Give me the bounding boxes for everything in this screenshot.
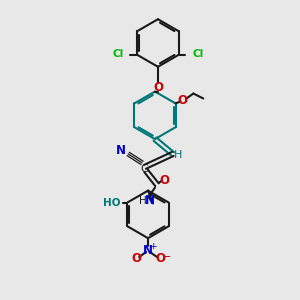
Text: HO: HO: [103, 197, 120, 208]
Text: H: H: [139, 196, 147, 206]
Text: Cl: Cl: [112, 49, 124, 59]
Text: N: N: [143, 244, 153, 256]
Text: +: +: [149, 242, 157, 250]
Text: O: O: [160, 174, 170, 187]
Text: H: H: [174, 150, 182, 160]
Text: O: O: [153, 81, 163, 94]
Text: N: N: [116, 143, 126, 157]
Text: O: O: [155, 253, 165, 266]
Text: O: O: [131, 253, 141, 266]
Text: −: −: [162, 252, 172, 262]
Text: O: O: [178, 94, 188, 107]
Text: C: C: [140, 164, 148, 174]
Text: N: N: [145, 194, 155, 207]
Text: Cl: Cl: [192, 49, 204, 59]
